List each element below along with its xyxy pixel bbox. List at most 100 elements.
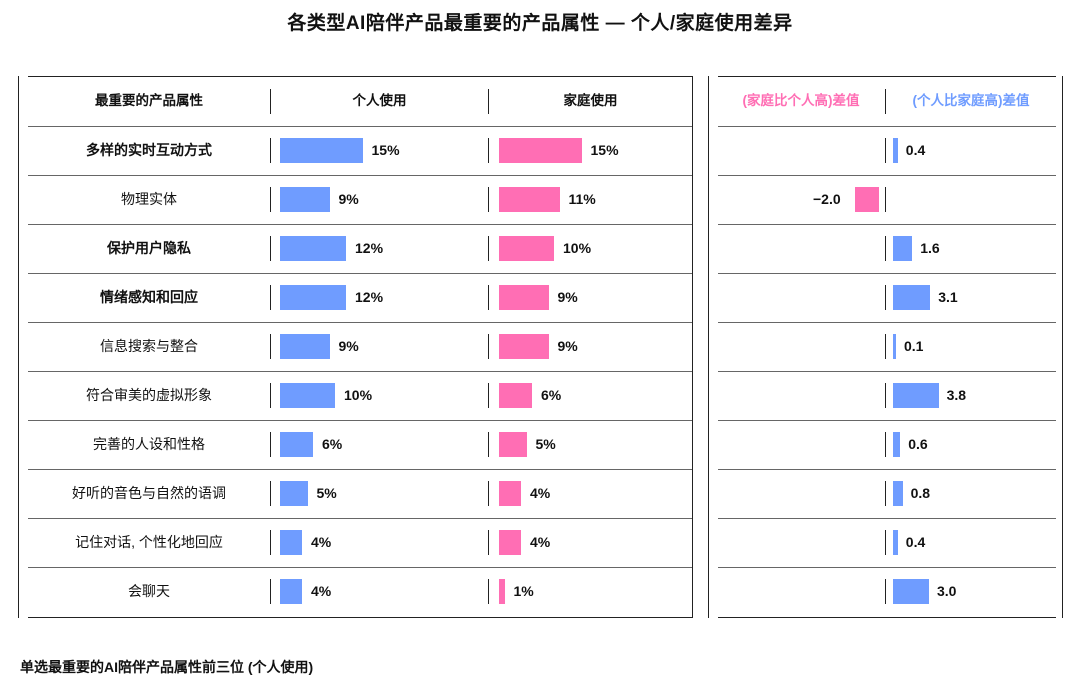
row-divider [28,469,692,470]
column-separator [270,530,271,555]
difference-bar [855,187,879,212]
difference-value-label: 0.8 [910,485,931,501]
row-divider [718,224,1056,225]
right-table-right-border [1062,76,1063,618]
household-value-label: 5% [535,436,556,452]
difference-value-label: 0.1 [904,338,924,354]
category-label: 情绪感知和回应 [100,289,198,305]
row-divider [718,126,1056,127]
household-bar [499,138,582,163]
household-bar [499,285,549,310]
category-label: 信息搜索与整合 [100,338,198,354]
right-table-left-border [708,76,709,618]
household-value-label: 10% [563,240,592,256]
personal-value-label: 6% [322,436,343,452]
personal-bar [280,530,302,555]
difference-bar [893,530,898,555]
column-separator [270,579,271,604]
household-bar [499,187,560,212]
column-separator [885,138,886,163]
column-separator [885,187,886,212]
personal-bar [280,236,346,261]
household-bar [499,334,549,359]
row-divider [28,518,692,519]
personal-bar [280,432,313,457]
left-table-right-border [692,76,693,618]
column-separator [270,138,271,163]
header-household-higher: (家庭比个人高)差值 [742,93,860,108]
household-value-label: 15% [590,142,619,158]
household-bar [499,383,532,408]
difference-bar [893,579,929,604]
header-household: 家庭使用 [563,93,618,108]
row-divider [718,175,1056,176]
category-label: 好听的音色与自然的语调 [72,485,226,501]
personal-bar [280,481,308,506]
column-separator [270,432,271,457]
category-label: 物理实体 [121,191,177,207]
column-separator [488,530,489,555]
column-separator [885,579,886,604]
column-separator [488,432,489,457]
difference-value-label: 0.4 [905,142,926,158]
household-bar [499,579,505,604]
category-label: 记住对话, 个性化地回应 [75,534,223,550]
row-divider [718,567,1056,568]
personal-value-label: 15% [371,142,400,158]
household-bar [499,432,527,457]
personal-value-label: 9% [338,191,359,207]
household-bar [499,236,554,261]
difference-value-label: 1.6 [920,240,940,256]
row-divider [28,273,692,274]
row-divider [718,518,1056,519]
row-divider [28,322,692,323]
category-label: 符合审美的虚拟形象 [86,387,212,403]
column-separator [885,285,886,310]
row-divider [28,567,692,568]
personal-value-label: 5% [316,485,337,501]
household-bar [499,530,521,555]
column-separator [270,334,271,359]
column-separator [270,187,271,212]
left-table-left-border [18,76,19,618]
category-label: 完善的人设和性格 [93,436,205,452]
household-value-label: 11% [568,191,596,207]
personal-bar [280,285,346,310]
column-separator [488,236,489,261]
difference-value-label: 3.0 [937,583,957,599]
difference-bar [893,138,898,163]
difference-bar [893,383,939,408]
household-value-label: 9% [557,289,578,305]
difference-bar [893,236,913,261]
row-divider [718,273,1056,274]
header-separator [270,89,271,114]
row-divider [718,469,1056,470]
footnote: 单选最重要的AI陪伴产品属性前三位 (个人使用) [20,659,314,675]
personal-value-label: 10% [344,387,373,403]
difference-value-label: 3.8 [946,387,967,403]
column-separator [270,383,271,408]
column-separator [270,285,271,310]
household-value-label: 4% [530,485,551,501]
column-separator [488,579,489,604]
personal-value-label: 9% [338,338,359,354]
column-separator [270,481,271,506]
household-value-label: 9% [557,338,578,354]
row-divider [718,371,1056,372]
personal-value-label: 12% [355,289,384,305]
right-table-top-border [718,76,1056,77]
header-attribute: 最重要的产品属性 [95,93,203,108]
household-value-label: 6% [541,387,562,403]
header-personal-higher: (个人比家庭高)差值 [912,93,1030,108]
column-separator [488,138,489,163]
column-separator [488,285,489,310]
column-separator [885,383,886,408]
header-separator [488,89,489,114]
right-table-bottom-border [718,617,1056,618]
personal-bar [280,187,330,212]
left-table-top-border [28,76,692,77]
personal-value-label: 4% [311,534,332,550]
difference-value-label: 0.4 [905,534,926,550]
chart-title: 各类型AI陪伴产品最重要的产品属性 — 个人/家庭使用差异 [287,13,793,34]
column-separator [488,481,489,506]
